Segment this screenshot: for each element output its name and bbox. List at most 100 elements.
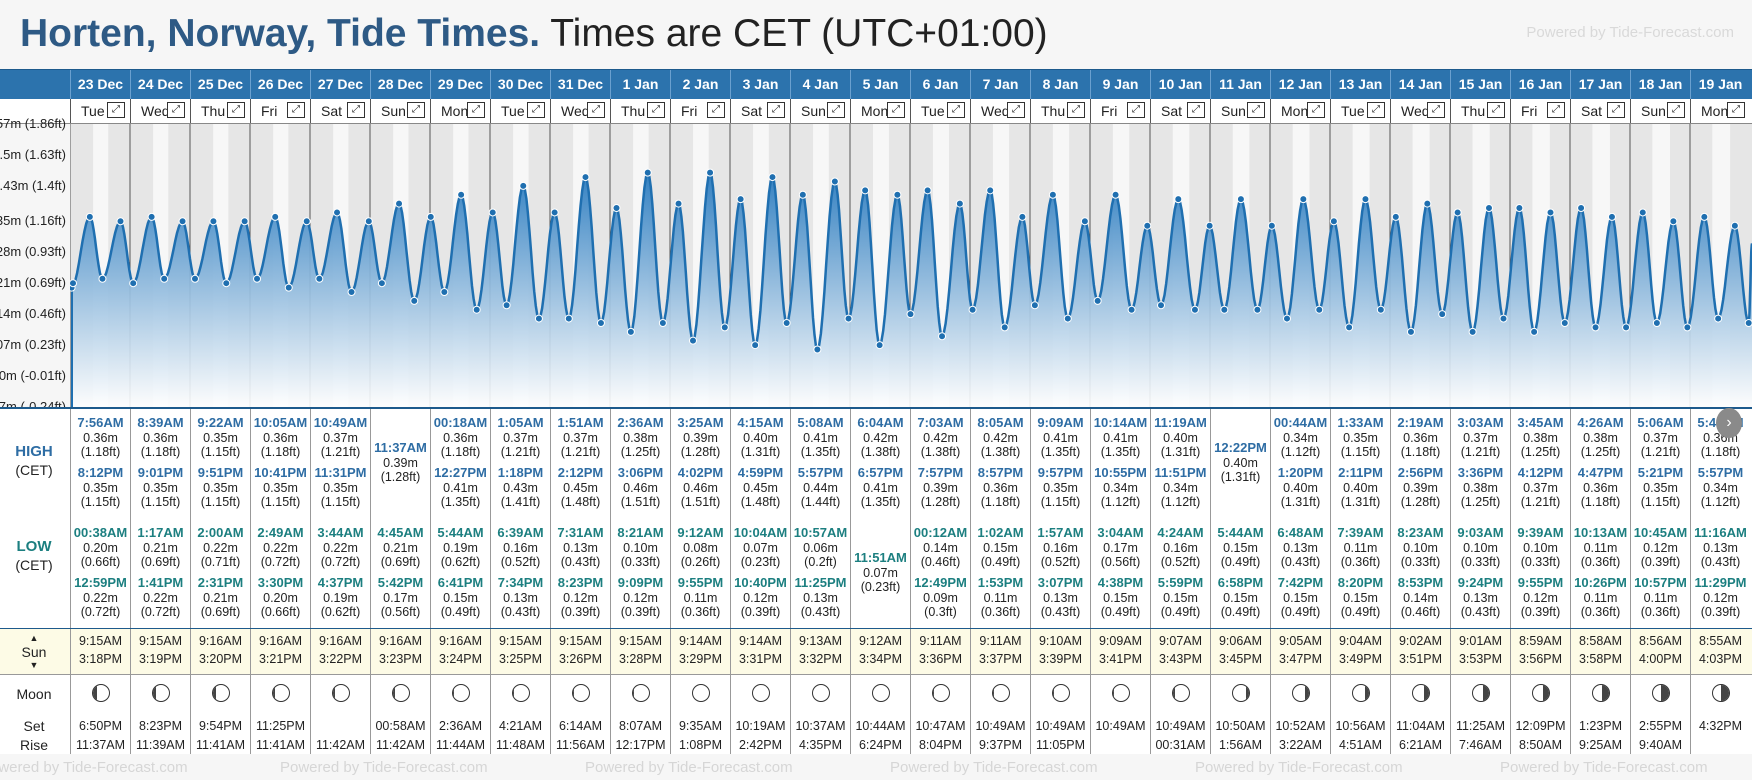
expand-icon[interactable]: ⤢ <box>1007 102 1025 118</box>
expand-icon[interactable]: ⤢ <box>1307 102 1325 118</box>
expand-icon[interactable]: ⤢ <box>587 102 605 118</box>
low-tide-point <box>658 318 667 327</box>
expand-icon[interactable]: ⤢ <box>287 102 305 118</box>
powered-by-watermark: Powered by Tide-Forecast.com <box>1195 759 1403 776</box>
low-tide-entry: 2:00AM 0.22m (0.71ft) <box>191 525 250 570</box>
expand-icon[interactable]: ⤢ <box>407 102 425 118</box>
high-tide-entry: 11:37AM 0.39m (1.28ft) <box>371 440 430 485</box>
expand-icon[interactable]: ⤢ <box>347 102 365 118</box>
high-tide-point <box>893 190 902 199</box>
low-tide-entry: 10:57PM 0.11m (0.36ft) <box>1631 575 1690 620</box>
high-tide-time: 3:06PM <box>617 465 664 480</box>
expand-icon[interactable]: ⤢ <box>107 102 125 118</box>
expand-icon[interactable]: ⤢ <box>467 102 485 118</box>
expand-icon[interactable]: ⤢ <box>1427 102 1445 118</box>
moon-phase-icon <box>571 684 590 702</box>
low-tide-entry: 10:45AM 0.12m (0.39ft) <box>1631 525 1690 570</box>
low-tide-time: 6:39AM <box>497 525 544 540</box>
low-tide-time: 3:30PM <box>257 575 304 590</box>
high-tide-entry: 7:57PM 0.39m (1.28ft) <box>911 465 970 510</box>
low-tide-time: 11:51AM <box>854 550 907 565</box>
weekday-cell: Tue ⤢ <box>910 99 970 123</box>
powered-by-watermark: Powered by Tide-Forecast.com <box>1500 759 1708 776</box>
expand-icon[interactable]: ⤢ <box>1547 102 1565 118</box>
scroll-right-button[interactable]: › <box>1716 408 1742 438</box>
high-tide-time: 4:59PM <box>737 465 784 480</box>
moon-shadow <box>1112 685 1115 701</box>
high-tide-feet: (1.21ft) <box>560 445 601 459</box>
low-tide-point <box>410 296 419 305</box>
y-axis-tick: 0.21m (0.69ft) <box>0 275 66 291</box>
weekday-label: Thu <box>201 103 226 119</box>
low-tide-entry: 12:59PM 0.22m (0.72ft) <box>71 575 130 620</box>
expand-icon[interactable]: ⤢ <box>947 102 965 118</box>
moon-phase-icon <box>1351 684 1370 702</box>
low-tide-feet: (0.43ft) <box>800 605 841 619</box>
low-tide-entry: 3:07PM 0.13m (0.43ft) <box>1031 575 1090 620</box>
low-tide-time: 6:48AM <box>1277 525 1324 540</box>
high-tide-meters: 0.42m <box>983 430 1018 445</box>
moonset-time: 9:54PM <box>198 719 243 733</box>
date-cell: 7 Jan <box>970 70 1030 99</box>
moonset-time: 10:52AM <box>1275 719 1326 733</box>
moon-day-column: 12:09PM 8:50AM <box>1510 675 1570 755</box>
high-tide-entry: 9:57PM 0.35m (1.15ft) <box>1031 465 1090 510</box>
moon-set-label: Set <box>23 718 45 734</box>
powered-by-logo[interactable]: Powered by Tide-Forecast.com <box>1526 24 1734 41</box>
moon-times: 10:50AM 1:56AM <box>1211 717 1270 755</box>
expand-icon[interactable]: ⤢ <box>1127 102 1145 118</box>
low-tide-point <box>222 279 231 288</box>
expand-icon[interactable]: ⤢ <box>1607 102 1625 118</box>
expand-icon[interactable]: ⤢ <box>1067 102 1085 118</box>
high-tide-point <box>550 208 559 217</box>
expand-icon[interactable]: ⤢ <box>647 102 665 118</box>
high-tide-feet: (1.35ft) <box>860 495 901 509</box>
high-tide-entry: 4:15AM 0.40m (1.31ft) <box>731 415 790 460</box>
expand-icon[interactable]: ⤢ <box>827 102 845 118</box>
low-tide-entry: 8:21AM 0.10m (0.33ft) <box>611 525 670 570</box>
expand-icon[interactable]: ⤢ <box>1247 102 1265 118</box>
weekday-cell: Wed ⤢ <box>970 99 1030 123</box>
sun-day-column: 9:02AM 3:51PM <box>1390 629 1450 675</box>
moon-times: 10:49AM 11:05PM <box>1031 717 1090 755</box>
moon-shadow <box>152 685 157 701</box>
expand-icon[interactable]: ⤢ <box>1487 102 1505 118</box>
expand-icon[interactable]: ⤢ <box>767 102 785 118</box>
high-tide-meters: 0.45m <box>743 480 778 495</box>
sunset-time: 3:43PM <box>1158 652 1203 666</box>
high-tide-time: 5:57PM <box>1697 465 1744 480</box>
moon-shadow <box>1601 685 1609 701</box>
high-tide-feet: (1.18ft) <box>980 495 1021 509</box>
low-tide-point <box>1530 327 1539 336</box>
high-tide-feet: (1.31ft) <box>1160 445 1201 459</box>
sunset-time: 4:00PM <box>1638 652 1683 666</box>
moonset-time: 10:50AM <box>1215 719 1266 733</box>
expand-icon[interactable]: ⤢ <box>1667 102 1685 118</box>
high-tide-feet: (1.35ft) <box>1040 445 1081 459</box>
low-tide-entry: 3:30PM 0.20m (0.66ft) <box>251 575 310 620</box>
weekday-label: Fri <box>1101 103 1118 119</box>
sun-day-column: 9:07AM 3:43PM <box>1150 629 1210 675</box>
date-cell: 11 Jan <box>1210 70 1270 99</box>
high-tide-meters: 0.39m <box>383 455 418 470</box>
low-tide-point <box>626 327 635 336</box>
expand-icon[interactable]: ⤢ <box>1187 102 1205 118</box>
high-tide-entry: 3:36PM 0.38m (1.25ft) <box>1451 465 1510 510</box>
expand-icon[interactable]: ⤢ <box>227 102 245 118</box>
low-tide-entry: 00:38AM 0.20m (0.66ft) <box>71 525 130 570</box>
tide-day-column: 00:18AM 0.36m (1.18ft) 12:27PM 0.41m (1.35ft)… <box>430 409 490 628</box>
expand-icon[interactable]: ⤢ <box>1367 102 1385 118</box>
low-tide-meters: 0.20m <box>263 590 298 605</box>
high-tide-entry: 1:20PM 0.40m (1.31ft) <box>1271 465 1330 510</box>
moon-shadow <box>512 685 514 701</box>
sunset-time: 3:23PM <box>378 652 423 666</box>
moon-times: 10:37AM 4:35PM <box>791 717 850 755</box>
moon-times: 9:54PM 11:41AM <box>191 717 250 755</box>
expand-icon[interactable]: ⤢ <box>167 102 185 118</box>
expand-icon[interactable]: ⤢ <box>527 102 545 118</box>
expand-icon[interactable]: ⤢ <box>887 102 905 118</box>
expand-icon[interactable]: ⤢ <box>707 102 725 118</box>
expand-icon[interactable]: ⤢ <box>1727 102 1745 118</box>
high-tide-entry: 5:57PM 0.34m (1.12ft) <box>1691 465 1750 510</box>
high-tide-time: 4:12PM <box>1517 465 1564 480</box>
